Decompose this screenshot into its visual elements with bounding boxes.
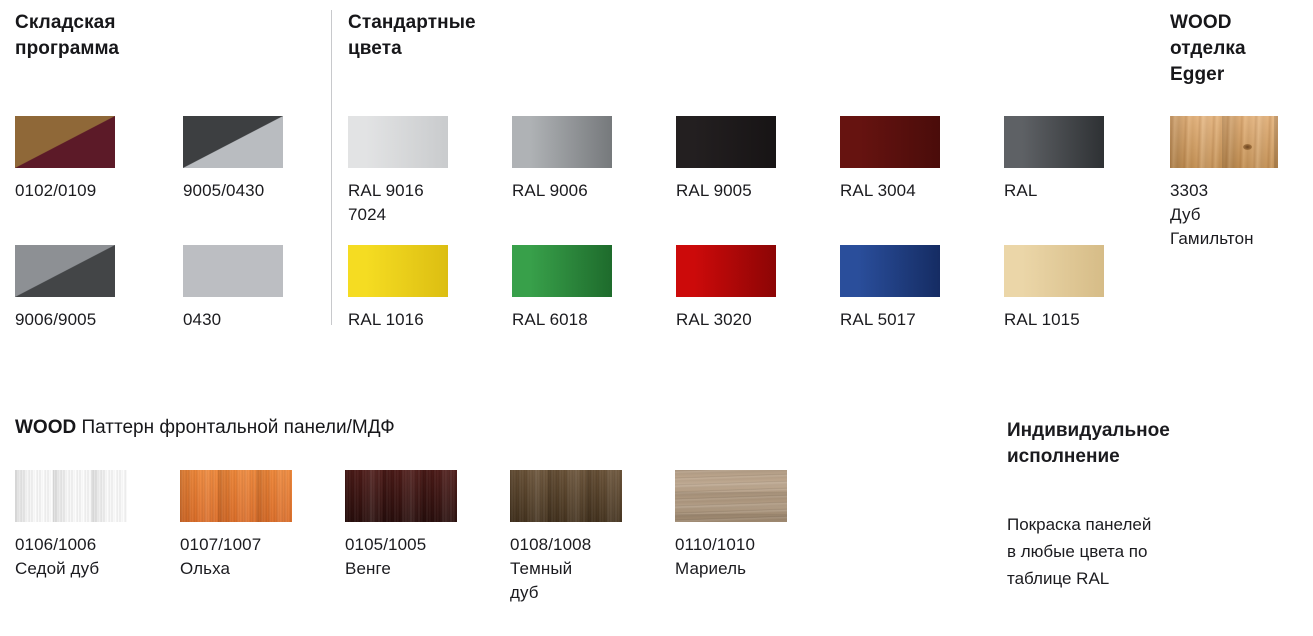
- color-swatch[interactable]: [15, 245, 115, 297]
- swatch-label: 3303 Дуб Гамильтон: [1170, 181, 1254, 248]
- swatch-cell[interactable]: RAL: [1004, 116, 1154, 203]
- swatch-label: RAL: [1004, 181, 1038, 200]
- color-swatch[interactable]: [840, 116, 940, 168]
- wood-grain-texture: [180, 470, 292, 522]
- wood-grain-shading: [345, 470, 457, 522]
- swatch-cell[interactable]: RAL 3020: [676, 245, 826, 332]
- swatch-label: RAL 9006: [512, 181, 588, 200]
- standard-colors-heading: Стандартные цвета: [348, 12, 476, 59]
- color-swatch[interactable]: [348, 245, 448, 297]
- custom-heading: Индивидуальное исполнение: [1007, 420, 1170, 467]
- swatch-label: 0430: [183, 310, 222, 329]
- wood-grain-texture: [675, 470, 787, 522]
- wood-grain-shading: [15, 470, 127, 522]
- swatch-label: 9005/0430: [183, 181, 265, 200]
- swatch-cell[interactable]: RAL 1015: [1004, 245, 1154, 332]
- wood-grain-shading: [675, 470, 787, 522]
- wood-grain-shading: [180, 470, 292, 522]
- swatch-label: 0105/1005 Венге: [345, 535, 427, 578]
- wood-grain-texture: [510, 470, 622, 522]
- swatch-cell[interactable]: 0105/1005 Венге: [345, 470, 500, 581]
- swatch-label: RAL 1016: [348, 310, 424, 329]
- color-swatch[interactable]: [512, 116, 612, 168]
- wood-knot: [1243, 144, 1253, 151]
- color-swatch[interactable]: [345, 470, 457, 522]
- swatch-label: 0107/1007 Ольха: [180, 535, 262, 578]
- color-swatch[interactable]: [183, 116, 283, 168]
- swatch-cell[interactable]: RAL 3004: [840, 116, 990, 203]
- color-swatch[interactable]: [183, 245, 283, 297]
- swatch-label: 9006/9005: [15, 310, 97, 329]
- swatch-label: RAL 9005: [676, 181, 752, 200]
- swatch-label: RAL 9016 7024: [348, 181, 424, 224]
- swatch-cell[interactable]: RAL 5017: [840, 245, 990, 332]
- swatch-label: 0106/1006 Седой дуб: [15, 535, 100, 578]
- wood-grain-shading: [510, 470, 622, 522]
- swatch-cell[interactable]: RAL 9016 7024: [348, 116, 498, 227]
- color-swatch[interactable]: [1004, 245, 1104, 297]
- color-swatch[interactable]: [676, 116, 776, 168]
- swatch-cell[interactable]: RAL 6018: [512, 245, 662, 332]
- color-swatch[interactable]: [348, 116, 448, 168]
- swatch-cell[interactable]: 0430: [183, 245, 333, 332]
- swatch-cell[interactable]: 0107/1007 Ольха: [180, 470, 335, 581]
- color-swatch[interactable]: [840, 245, 940, 297]
- swatch-diagonal-split: [183, 116, 283, 168]
- color-swatch[interactable]: [15, 470, 127, 522]
- swatch-label: RAL 3004: [840, 181, 916, 200]
- wood-egger-heading: WOOD отделка Egger: [1170, 12, 1246, 85]
- wood-grain-texture: [15, 470, 127, 522]
- stock-program-heading: Складская программа: [15, 12, 120, 59]
- swatch-cell[interactable]: 3303 Дуб Гамильтон: [1170, 116, 1313, 251]
- swatch-cell[interactable]: RAL 9006: [512, 116, 662, 203]
- swatch-label: RAL 5017: [840, 310, 916, 329]
- custom-body-text: Покраска панелей в любые цвета по таблиц…: [1007, 515, 1152, 588]
- color-swatch[interactable]: [180, 470, 292, 522]
- color-swatch[interactable]: [1004, 116, 1104, 168]
- swatch-cell[interactable]: 9006/9005: [15, 245, 165, 332]
- swatch-cell[interactable]: 9005/0430: [183, 116, 333, 203]
- wood-pattern-heading: WOOD Паттерн фронтальной панели/МДФ: [15, 415, 395, 441]
- swatch-diagonal-split: [15, 116, 115, 168]
- swatch-cell[interactable]: 0102/0109: [15, 116, 165, 203]
- color-swatch[interactable]: [15, 116, 115, 168]
- swatch-label: 0110/1010 Мариель: [675, 535, 755, 578]
- color-swatch[interactable]: [675, 470, 787, 522]
- wood-pattern-heading-bold: WOOD: [15, 417, 77, 438]
- swatch-cell[interactable]: 0108/1008 Темный дуб: [510, 470, 665, 605]
- color-swatch[interactable]: [512, 245, 612, 297]
- swatch-cell[interactable]: 0110/1010 Мариель: [675, 470, 830, 581]
- swatch-cell[interactable]: RAL 1016: [348, 245, 498, 332]
- swatch-cell[interactable]: 0106/1006 Седой дуб: [15, 470, 170, 581]
- swatch-label: RAL 6018: [512, 310, 588, 329]
- wood-grain-texture: [1170, 116, 1278, 168]
- wood-grain-texture: [345, 470, 457, 522]
- color-swatch[interactable]: [510, 470, 622, 522]
- swatch-label: RAL 3020: [676, 310, 752, 329]
- swatch-label: 0102/0109: [15, 181, 97, 200]
- color-swatch[interactable]: [676, 245, 776, 297]
- color-swatch[interactable]: [1170, 116, 1278, 168]
- swatch-cell[interactable]: RAL 9005: [676, 116, 826, 203]
- swatch-label: 0108/1008 Темный дуб: [510, 535, 592, 602]
- swatch-label: RAL 1015: [1004, 310, 1080, 329]
- wood-pattern-heading-rest: Паттерн фронтальной панели/МДФ: [76, 417, 395, 438]
- section-divider: [331, 10, 332, 325]
- swatch-diagonal-split: [15, 245, 115, 297]
